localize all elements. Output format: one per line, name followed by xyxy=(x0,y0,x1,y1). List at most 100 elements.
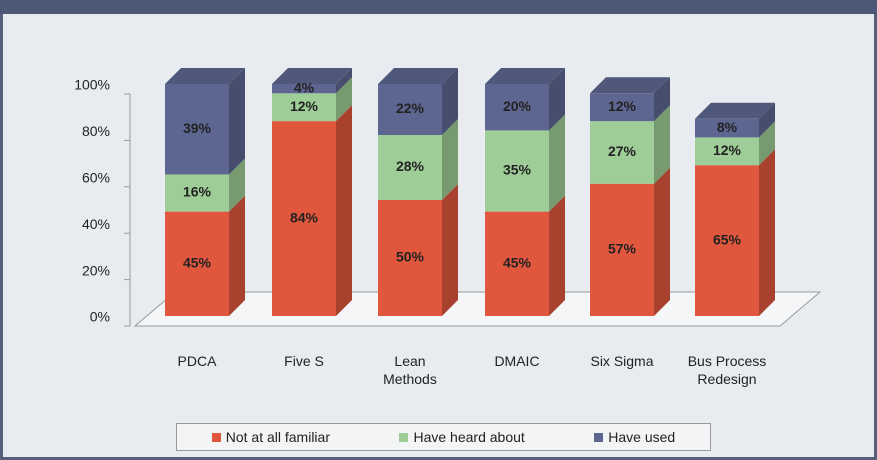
bar-front xyxy=(485,130,549,212)
legend-swatch xyxy=(399,432,409,442)
y-tick-label: 80% xyxy=(82,123,110,139)
legend-item: Have heard about xyxy=(399,429,525,445)
value-label: 84% xyxy=(290,209,319,225)
bar-front xyxy=(695,165,759,316)
bar-front xyxy=(378,135,442,200)
bar-front xyxy=(272,84,336,94)
bar-segment xyxy=(165,158,245,212)
y-tick-label: 40% xyxy=(82,216,110,232)
bar-front xyxy=(590,183,654,316)
bar-segment xyxy=(590,77,670,122)
bar-top xyxy=(695,102,775,119)
bar-side xyxy=(229,158,245,212)
y-tick-label: 0% xyxy=(90,309,110,325)
value-label: 65% xyxy=(713,231,742,247)
bar-front xyxy=(485,211,549,316)
bar-segment xyxy=(695,121,775,166)
bar-front xyxy=(165,84,229,175)
bar-side xyxy=(442,119,458,200)
legend-swatch xyxy=(594,432,604,442)
x-tick-label: DMAIC xyxy=(494,353,540,369)
value-label: 22% xyxy=(396,100,425,116)
value-label: 39% xyxy=(183,120,212,136)
x-tick-label: Bus Process Redesign xyxy=(687,353,767,387)
bar-front xyxy=(590,121,654,184)
bar-side xyxy=(549,68,565,131)
bar-side xyxy=(229,68,245,175)
bar-front xyxy=(272,93,336,122)
bar-side xyxy=(442,184,458,316)
x-tick-label: Lean Methods xyxy=(383,353,437,387)
bar-segment xyxy=(485,114,565,212)
bar-front xyxy=(590,93,654,122)
x-tick-label: PDCA xyxy=(177,353,217,369)
bar-side xyxy=(759,149,775,316)
value-label: 45% xyxy=(503,255,532,271)
bar-segment xyxy=(695,102,775,138)
bar-side xyxy=(229,195,245,316)
value-label: 57% xyxy=(608,241,637,257)
bar-segment xyxy=(272,77,352,122)
bar-segment xyxy=(590,167,670,316)
bar-front xyxy=(165,174,229,212)
bar-top xyxy=(165,68,245,84)
bar-segment xyxy=(590,105,670,184)
bar-side xyxy=(336,105,352,317)
bar-segment xyxy=(272,68,352,94)
y-tick-label: 100% xyxy=(74,77,110,93)
bar-side xyxy=(336,77,352,122)
bar-side xyxy=(759,121,775,166)
y-tick-label: 20% xyxy=(82,262,110,278)
bar-segment xyxy=(378,68,458,136)
value-label: 28% xyxy=(396,158,425,174)
bar-segment xyxy=(165,68,245,175)
bar-front xyxy=(378,200,442,316)
value-label: 12% xyxy=(608,98,637,114)
bar-front xyxy=(695,118,759,138)
bar-front xyxy=(485,84,549,131)
bar-side xyxy=(654,77,670,122)
value-label: 16% xyxy=(183,184,212,200)
bar-segment xyxy=(378,119,458,200)
bar-side xyxy=(549,195,565,316)
bar-front xyxy=(165,211,229,316)
bar-top xyxy=(272,68,352,84)
bar-side xyxy=(759,102,775,138)
bar-segment xyxy=(165,195,245,316)
value-label: 8% xyxy=(717,119,738,135)
bar-segment xyxy=(695,149,775,316)
bar-front xyxy=(695,137,759,166)
value-label: 12% xyxy=(713,142,742,158)
x-tick-label: Six Sigma xyxy=(590,353,654,369)
bar-side xyxy=(654,167,670,316)
value-label: 27% xyxy=(608,143,637,159)
bar-side xyxy=(336,68,352,94)
bar-side xyxy=(442,68,458,136)
bar-side xyxy=(654,105,670,184)
bar-segment xyxy=(272,105,352,317)
bar-top xyxy=(590,77,670,94)
value-label: 50% xyxy=(396,249,425,265)
bar-front xyxy=(378,84,442,136)
header-bar xyxy=(0,0,877,14)
value-label: 45% xyxy=(183,255,212,271)
bar-top xyxy=(378,68,458,84)
bar-segment xyxy=(485,195,565,316)
value-label: 4% xyxy=(294,79,315,95)
value-label: 20% xyxy=(503,98,532,114)
legend-label: Have heard about xyxy=(413,429,525,445)
bar-side xyxy=(549,114,565,212)
legend-swatch xyxy=(211,432,221,442)
legend-item: Have used xyxy=(594,429,675,445)
legend-item: Not at all familiar xyxy=(211,429,330,445)
y-tick-label: 60% xyxy=(82,170,110,186)
value-label: 12% xyxy=(290,98,319,114)
bar-front xyxy=(272,121,336,317)
bar-segment xyxy=(485,68,565,131)
legend-label: Have used xyxy=(608,429,676,445)
legend-label: Not at all familiar xyxy=(225,429,330,445)
bar-top xyxy=(485,68,565,84)
value-label: 35% xyxy=(503,162,532,178)
